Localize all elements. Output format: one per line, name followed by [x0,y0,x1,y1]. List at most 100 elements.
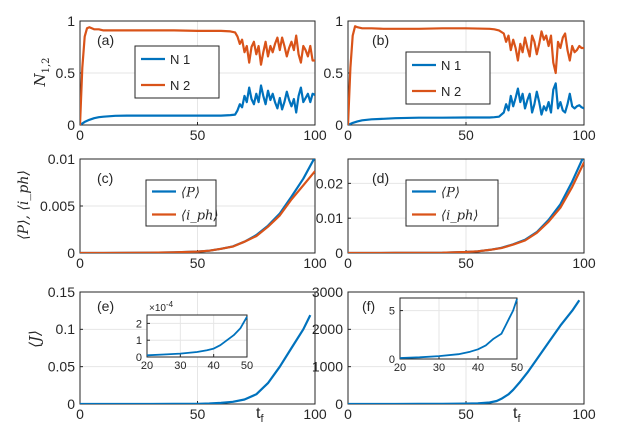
inset-series-line [399,298,518,359]
panel-label: (c) [97,170,113,186]
series-line [80,170,315,253]
x-tick-label: 0 [76,127,84,143]
series-line [348,82,584,125]
ylabel-row2: ⟨P⟩, ⟨i_ph⟩ [16,170,32,240]
y-tick-label: 0 [335,396,343,412]
y-tick-label: 1 [67,13,75,29]
legend-entry: N 2 [170,78,190,93]
x-tick-label: 30 [174,360,186,372]
series-line [80,26,315,125]
y-tick-label: 1 [335,13,343,29]
x-tick-label: 50 [190,127,206,143]
legend-box [145,179,217,227]
axes-frame [79,158,316,254]
x-tick-label: 20 [141,360,153,372]
series-line [348,162,584,253]
x-tick-label: 100 [303,406,327,422]
panel-d: 0 50 100 0 0.01 0.02 (d) ⟨P⟩ ⟨i_ph⟩ [316,158,596,271]
y-tick-label: 5 [389,305,395,317]
xlabel-panel-e: tf [256,405,264,425]
y-tick-label: 0 [136,352,142,364]
panel-label: (e) [97,298,114,314]
series-group [80,26,315,125]
series-line [348,299,581,404]
legend-entry: ⟨i_ph⟩ [441,209,479,224]
x-tick-label: 0 [344,406,352,422]
x-tick-label: 50 [511,362,523,374]
legend-box [405,51,491,105]
y-tick-label: 0.05 [48,359,75,375]
y-tick-label: 2000 [312,321,343,337]
series-line [80,314,312,404]
series-line [348,25,584,125]
panel-label: (d) [372,170,389,186]
x-tick-label: 40 [472,362,484,374]
y-tick-label: 0 [67,396,75,412]
y-tick-label: 0 [335,117,343,133]
y-tick-label: 3000 [312,284,343,300]
series-group [348,159,584,253]
legend-box [134,45,220,99]
panel-b: 0 50 100 0 0.5 1 (b) N 1 N 2 [324,13,596,143]
ylabel-row3: ⟨J⟩ [26,330,44,348]
series-line [80,84,315,125]
shared-axis-labels: N1,2 ⟨P⟩, ⟨i_ph⟩ ⟨J⟩ tf tf [16,57,521,425]
y-tick-label: 0 [335,245,343,261]
y-tick-label: 0.5 [56,65,76,81]
axes-frame [347,20,585,126]
x-tick-label: 50 [458,127,474,143]
x-tick-label: 20 [394,362,406,374]
x-tick-label: 50 [190,406,206,422]
y-tick-label: 0.01 [48,151,75,167]
y-tick-label: 0 [389,354,395,366]
panel-label: (f) [362,298,375,314]
legend-entry: N 1 [170,52,190,67]
plot-area [400,298,517,359]
x-tick-label: 100 [572,255,596,271]
series-group [348,25,584,125]
y-tick-label: 0.01 [316,210,343,226]
axes-frame [79,20,316,126]
y-tick-label: 2 [136,318,142,330]
panel-label: (a) [97,32,114,48]
inset-plot: 20 30 40 50 0 5 [389,297,523,374]
inset-series-line [146,316,248,357]
legend-entry: ⟨P⟩ [441,186,460,201]
y-tick-label: 1000 [312,359,343,375]
x-tick-label: 0 [76,255,84,271]
x-tick-label: 50 [458,406,474,422]
series-group [348,299,581,404]
legend-entry: N 1 [441,58,461,73]
ylabel-row1: N1,2 [31,57,52,87]
panel-label: (b) [372,32,389,48]
panel-a: 0 50 100 0 0.5 1 (a) N 1 N 2 [56,13,327,143]
y-tick-label: 0.1 [56,321,76,337]
axes-frame [399,297,518,360]
x-tick-label: 50 [241,360,253,372]
x-tick-label: 40 [208,360,220,372]
y-tick-label: 0.5 [324,65,344,81]
x-tick-label: 50 [458,255,474,271]
plot-area [147,315,247,357]
y-tick-label: 0.02 [316,175,343,191]
legend-entry: ⟨i_ph⟩ [181,209,219,224]
x-tick-label: 100 [303,127,327,143]
x-tick-label: 0 [344,255,352,271]
legend-box [405,179,499,227]
x-tick-label: 0 [344,127,352,143]
y-tick-label: 0.15 [48,284,75,300]
x-tick-label: 30 [433,362,445,374]
panel-c: 0 50 100 0 0.005 0.01 (c) ⟨P⟩ ⟨i_ph⟩ [40,151,327,271]
x-tick-label: 100 [572,127,596,143]
legend-entry: N 2 [441,84,461,99]
series-group [80,314,312,404]
x-tick-label: 100 [572,406,596,422]
y-tick-label: 0 [67,117,75,133]
x-tick-label: 50 [190,255,206,271]
xlabel-panel-f: tf [513,405,521,425]
legend-entry: ⟨P⟩ [181,186,200,201]
